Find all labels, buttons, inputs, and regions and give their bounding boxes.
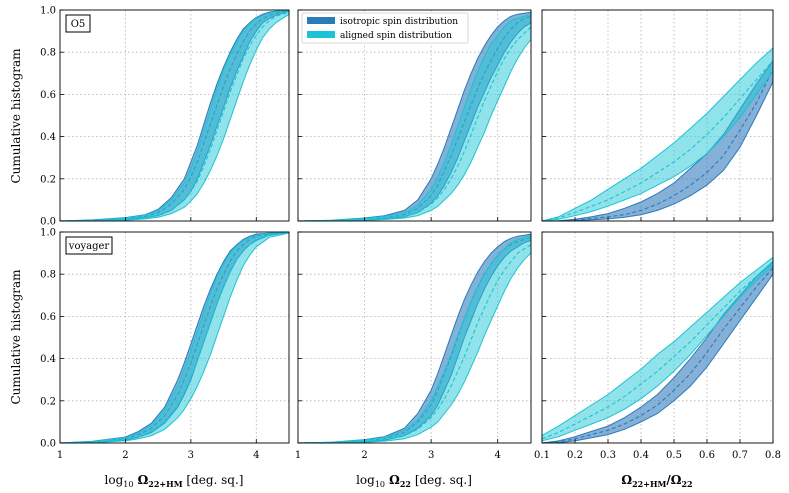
y-tick-label: 0.6	[40, 90, 56, 101]
ylabel-row1: Cumulative histogram	[9, 48, 23, 184]
x-tick-label: 0.6	[699, 450, 715, 461]
legend-swatch-isotropic	[307, 17, 335, 24]
legend-swatch-aligned	[307, 31, 335, 38]
xlabel-col3: Ω22+HM/Ω22	[621, 473, 692, 489]
y-tick-label: 0.2	[40, 396, 56, 407]
x-tick-label: 0.3	[600, 450, 616, 461]
y-tick-label: 0.8	[40, 48, 56, 59]
x-tick-label: 0.1	[534, 450, 550, 461]
axes-frame	[297, 9, 532, 222]
chart-panel: 0.1 0.2 0.3 0.4 0.5 0.6 0.7 0.8	[534, 231, 781, 461]
y-tick-label: 0.4	[40, 132, 56, 143]
y-tick-label: 0.8	[40, 270, 56, 281]
axes-frame	[59, 231, 290, 444]
x-tick-label: 3	[188, 450, 194, 461]
x-tick-label: 1	[295, 450, 301, 461]
y-tick-label: 0.6	[40, 312, 56, 323]
x-tick-label: 0.8	[765, 450, 781, 461]
legend-label-isotropic: isotropic spin distribution	[340, 17, 458, 27]
row-label-text: O5	[71, 19, 86, 30]
band-aligned	[297, 234, 532, 444]
x-tick-label: 2	[361, 450, 367, 461]
chart-panel: 0.0 0.2 0.4 0.6 0.8 1.0	[40, 6, 290, 228]
axes-frame	[59, 9, 290, 222]
median-line-aligned	[541, 60, 774, 222]
y-tick-label: 0.0	[40, 439, 56, 450]
y-tick-label: 1.0	[40, 6, 56, 17]
y-tick-label: 0.2	[40, 174, 56, 185]
median-line-isotropic	[541, 267, 774, 444]
x-tick-label: 1	[57, 450, 63, 461]
chart-panel	[541, 9, 774, 222]
row-label-text: voyager	[68, 241, 110, 252]
x-tick-label: 4	[253, 450, 259, 461]
median-line-aligned	[541, 263, 774, 440]
x-tick-label: 3	[428, 450, 434, 461]
median-line-aligned	[297, 26, 532, 222]
median-line-aligned	[59, 11, 290, 222]
band-aligned	[297, 13, 532, 222]
legend-frame	[301, 12, 469, 44]
x-tick-label: 4	[495, 450, 501, 461]
x-tick-label: 0.5	[666, 450, 682, 461]
row-label-frame	[65, 14, 91, 33]
band-aligned	[59, 231, 290, 444]
chart-panel: 0.0 0.2 0.4 0.6 0.8 1.0 1 2 3 4	[40, 228, 290, 461]
y-tick-label: 0.0	[40, 217, 56, 228]
panels: 0.00.20.40.60.81.00.00.20.40.60.81.01 2 3 4…	[40, 6, 781, 462]
x-tick-label: 2	[122, 450, 128, 461]
x-tick-label: 0.7	[732, 450, 748, 461]
band-aligned	[59, 9, 290, 222]
xlabel-col1: log10 Ω22+HM [deg. sq.]	[105, 473, 244, 489]
y-tick-label: 0.4	[40, 354, 56, 365]
x-tick-label: 0.4	[633, 450, 649, 461]
median-line-isotropic	[542, 68, 774, 222]
xlabel-col2: log10 Ω22 [deg. sq.]	[356, 473, 472, 489]
axes-frame	[541, 9, 774, 222]
legend: isotropic spin distribution aligned spin…	[301, 12, 469, 44]
axes-frame	[297, 231, 532, 444]
row-label-O5: O5	[65, 14, 91, 33]
chart-panel: 1 2 3 4	[295, 231, 532, 461]
row-label-frame	[65, 236, 113, 255]
ylabel-row2: Cumulative histogram	[9, 269, 23, 405]
axes-frame	[541, 231, 774, 444]
x-tick-label: 0.2	[567, 450, 583, 461]
y-tick-label: 1.0	[40, 228, 56, 239]
chart-panel	[297, 9, 532, 222]
row-label-voyager: voyager	[65, 236, 113, 255]
legend-label-aligned: aligned spin distribution	[340, 31, 452, 41]
